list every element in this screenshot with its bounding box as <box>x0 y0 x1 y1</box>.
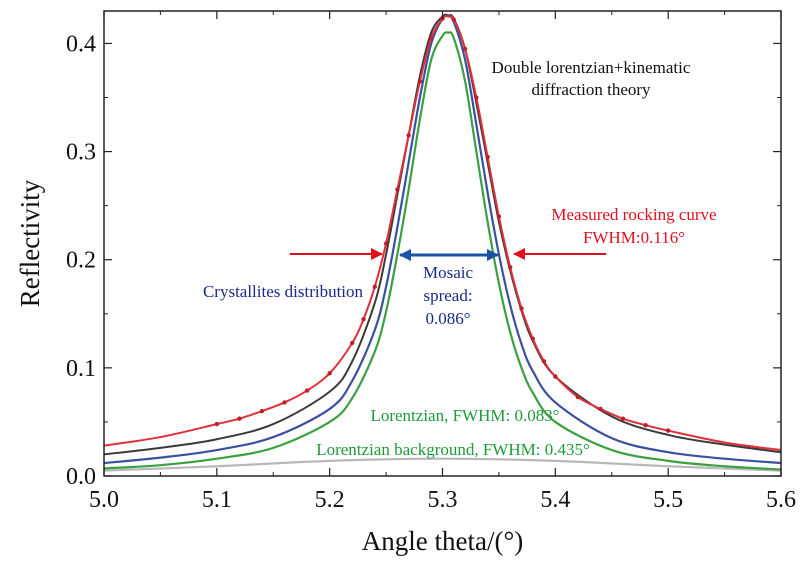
measured-point <box>643 422 648 428</box>
y-tick-label: 0.2 <box>66 248 96 274</box>
measured-point <box>395 187 400 192</box>
annotation-title-line2: diffraction theory <box>531 80 651 99</box>
axis-ticks <box>103 11 782 477</box>
measured-point <box>237 416 242 421</box>
y-tick-label: 0.0 <box>66 464 96 490</box>
x-tick-label: 5.6 <box>766 487 796 513</box>
series-line-background <box>103 457 782 472</box>
x-tick-label: 5.5 <box>653 487 683 513</box>
measured-point <box>508 265 513 270</box>
measured-point <box>304 388 310 393</box>
measured-point <box>575 394 581 400</box>
x-tick-label: 5.4 <box>540 487 570 513</box>
annotation-mosaic-line2: spread: <box>423 286 472 305</box>
annotation-measured-line2: FWHM:0.116° <box>583 228 685 247</box>
series-line-measured <box>103 15 782 452</box>
measured-point <box>598 406 603 412</box>
tick-labels: 5.0 5.1 5.2 5.3 5.4 5.5 5.6 0.0 0.1 0.2 0.3 0.4 <box>66 31 796 513</box>
annotation-crystallites: Crystallites distribution <box>203 282 364 301</box>
measured-point <box>383 241 389 246</box>
measured-point <box>530 336 535 341</box>
measured-point <box>665 428 671 433</box>
x-tick-label: 5.1 <box>202 487 232 513</box>
measured-point <box>350 340 355 346</box>
series-line-lorentzian <box>103 31 782 471</box>
x-axis-label: Angle theta/(°) <box>362 526 524 556</box>
y-axis-label: Reflectivity <box>15 179 45 307</box>
measured-point <box>485 154 490 160</box>
annotation-lorentzian: Lorentzian, FWHM: 0.083° <box>370 406 559 425</box>
annotation-title-line1: Double lorentzian+kinematic <box>492 58 691 77</box>
measured-point <box>541 359 547 364</box>
annotation-measured-line1: Measured rocking curve <box>551 205 716 224</box>
y-tick-label: 0.3 <box>66 140 96 166</box>
annotation-mosaic-line3: 0.086° <box>425 309 470 328</box>
measured-point <box>214 421 220 427</box>
measured-point <box>462 46 468 52</box>
measured-point <box>496 214 502 219</box>
measured-point <box>519 306 524 311</box>
measured-point <box>259 408 265 414</box>
series-layer <box>103 13 782 472</box>
y-tick-label: 0.1 <box>66 356 96 382</box>
measured-point <box>451 17 456 22</box>
annotation-mosaic-line1: Mosaic <box>423 263 474 282</box>
measured-point <box>620 416 626 421</box>
measured-point <box>282 400 287 405</box>
annotation-background: Lorentzian background, FWHM: 0.435° <box>316 440 590 459</box>
x-tick-label: 5.2 <box>315 487 345 513</box>
measured-point <box>553 374 558 379</box>
measured-point <box>474 95 479 100</box>
measured-point <box>406 133 411 138</box>
measured-point <box>429 35 434 41</box>
measured-markers <box>214 16 671 433</box>
x-tick-label: 5.0 <box>89 487 119 513</box>
measured-point <box>361 316 366 322</box>
x-tick-label: 5.3 <box>428 487 458 513</box>
measured-point <box>417 79 423 84</box>
y-tick-label: 0.4 <box>66 31 96 57</box>
measured-point <box>327 371 332 376</box>
measured-point <box>372 284 377 289</box>
